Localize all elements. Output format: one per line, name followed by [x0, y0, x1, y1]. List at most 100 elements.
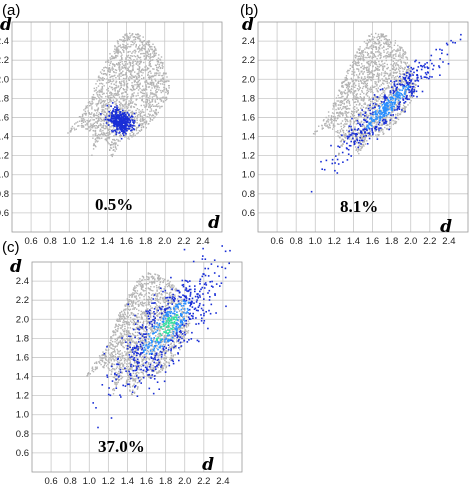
fingerprint-point	[400, 111, 402, 113]
fingerprint-point	[143, 77, 145, 80]
fingerprint-point	[100, 101, 102, 103]
fingerprint-point	[81, 113, 84, 116]
fingerprint-point	[118, 77, 120, 79]
fingerprint-point	[133, 307, 135, 309]
fingerprint-point	[145, 87, 147, 90]
fingerprint-point	[119, 98, 122, 100]
fingerprint-point	[145, 282, 147, 285]
contact-point	[427, 72, 429, 74]
fingerprint-point	[101, 112, 103, 115]
contact-point	[320, 160, 322, 163]
fingerprint-point	[337, 100, 340, 102]
fingerprint-point	[121, 66, 123, 68]
y-tick-label: 1.2	[242, 151, 255, 162]
fingerprint-point	[332, 124, 335, 127]
fingerprint-point	[405, 52, 407, 54]
fingerprint-point	[123, 39, 126, 42]
fingerprint-point	[139, 82, 141, 84]
fingerprint-point	[165, 87, 167, 90]
fingerprint-point	[172, 354, 175, 356]
fingerprint-point	[413, 82, 415, 85]
fingerprint-point	[165, 357, 167, 360]
fingerprint-point	[147, 40, 149, 43]
fingerprint-point	[389, 56, 391, 58]
fingerprint-point	[135, 98, 138, 101]
fingerprint-point	[141, 115, 143, 118]
fingerprint-point	[162, 100, 165, 102]
fingerprint-point	[371, 70, 373, 72]
fingerprint-point	[354, 120, 357, 122]
fingerprint-point	[88, 127, 90, 129]
fingerprint-point	[161, 366, 163, 368]
fingerprint-point	[134, 121, 137, 123]
fingerprint-point	[122, 64, 125, 67]
fingerprint-point	[165, 88, 168, 91]
fingerprint-point	[345, 118, 348, 121]
fingerprint-point	[392, 86, 394, 88]
fingerprint-point	[380, 39, 382, 42]
contact-point	[133, 112, 136, 115]
fingerprint-point	[353, 62, 355, 65]
fingerprint-point	[360, 55, 363, 57]
fingerprint-point	[357, 142, 359, 144]
fingerprint-point	[138, 111, 140, 113]
fingerprint-point	[358, 85, 360, 87]
contact-point	[346, 142, 348, 145]
fingerprint-point	[126, 63, 129, 65]
fingerprint-point	[129, 62, 131, 64]
fingerprint-point	[139, 283, 141, 286]
fingerprint-point	[131, 131, 133, 133]
fingerprint-point	[95, 138, 97, 140]
fingerprint-point	[181, 312, 183, 314]
fingerprint-point	[112, 153, 114, 156]
fingerprint-point	[348, 111, 350, 114]
fingerprint-point	[103, 133, 105, 136]
contact-point	[402, 76, 405, 79]
fingerprint-point	[379, 80, 381, 82]
fingerprint-point	[150, 82, 152, 85]
fingerprint-point	[374, 118, 376, 121]
fingerprint-point	[346, 97, 348, 99]
fingerprint-point	[143, 92, 146, 95]
fingerprint-point	[129, 65, 132, 67]
fingerprint-point	[392, 99, 394, 102]
fingerprint-point	[99, 123, 102, 125]
contact-point	[354, 128, 356, 130]
fingerprint-point	[114, 139, 116, 142]
contact-point	[384, 108, 387, 110]
fingerprint-point	[400, 60, 402, 62]
contact-point	[112, 115, 114, 117]
fingerprint-point	[364, 85, 367, 87]
fingerprint-point	[145, 106, 147, 108]
fingerprint-point	[131, 52, 133, 54]
fingerprint-point	[335, 103, 337, 106]
fingerprint-point	[89, 125, 91, 128]
fingerprint-point	[76, 121, 79, 123]
fingerprint-point	[355, 57, 357, 59]
fingerprint-point	[378, 60, 380, 63]
fingerprint-point	[71, 128, 73, 130]
fingerprint-point	[110, 144, 113, 146]
contact-point	[393, 101, 395, 104]
fingerprint-point	[381, 120, 383, 123]
fingerprint-point	[400, 47, 402, 49]
fingerprint-point	[115, 142, 117, 144]
fingerprint-point	[147, 83, 149, 85]
fingerprint-point	[401, 76, 404, 78]
fingerprint-point	[143, 58, 146, 60]
fingerprint-point	[146, 100, 148, 102]
fingerprint-point	[139, 91, 142, 93]
fingerprint-point	[117, 49, 119, 51]
fingerprint-point	[129, 363, 131, 365]
fingerprint-point	[336, 118, 338, 120]
fingerprint-point	[118, 93, 120, 96]
fingerprint-point	[102, 79, 104, 81]
fingerprint-point	[362, 56, 364, 58]
fingerprint-point	[102, 134, 104, 136]
fingerprint-point	[120, 68, 122, 70]
fingerprint-point	[115, 104, 117, 106]
fingerprint-point	[361, 125, 363, 128]
contact-point	[407, 66, 409, 68]
fingerprint-point	[102, 122, 105, 125]
fingerprint-point	[158, 65, 160, 68]
